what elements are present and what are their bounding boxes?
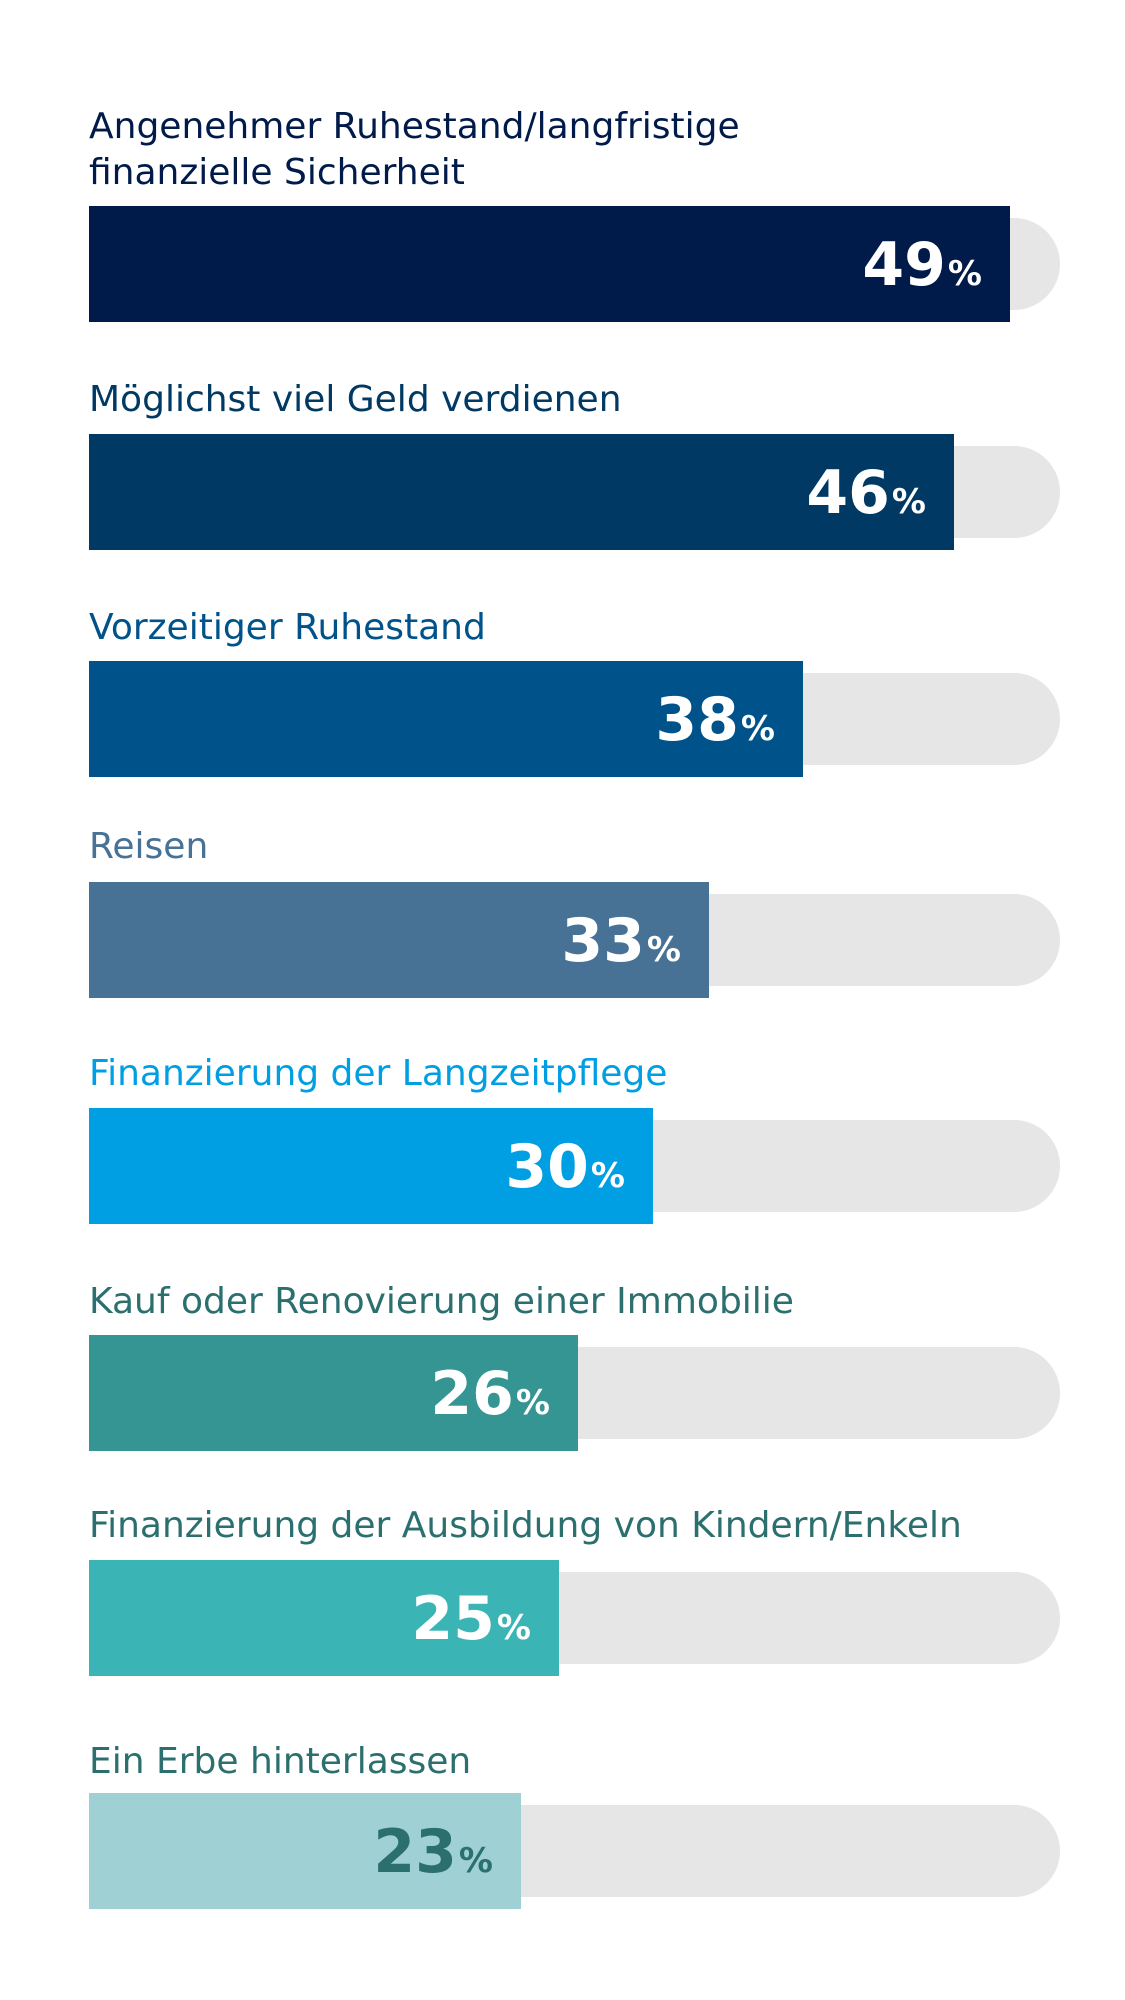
value-unit: % — [497, 1608, 531, 1648]
category-label: Vorzeitiger Ruhestand — [89, 607, 486, 648]
value-number: 46 — [806, 458, 890, 528]
bar — [89, 1793, 521, 1909]
category-label-line: Vorzeitiger Ruhestand — [89, 607, 486, 648]
bar-row: Reisen 33% — [89, 826, 1060, 998]
bar — [89, 434, 954, 550]
bar-row: Möglichst viel Geld verdienen 46% — [89, 379, 1060, 550]
category-label: Kauf oder Renovierung einer Immobilie — [89, 1281, 794, 1322]
category-label-line: finanzielle Sicherheit — [89, 152, 465, 193]
value-label: 33% — [561, 906, 681, 976]
bar — [89, 882, 709, 998]
bar — [89, 1108, 653, 1224]
value-label: 23% — [373, 1817, 493, 1887]
bar-row: Vorzeitiger Ruhestand 38% — [89, 607, 1060, 777]
category-label-line: Angenehmer Ruhestand/langfristige — [89, 106, 740, 147]
category-label-line: Kauf oder Renovierung einer Immobilie — [89, 1281, 794, 1322]
value-number: 25 — [411, 1584, 495, 1654]
value-label: 26% — [430, 1359, 550, 1429]
category-label: Finanzierung der Langzeitpflege — [89, 1053, 667, 1094]
bar-row: Ein Erbe hinterlassen 23% — [89, 1741, 1060, 1909]
category-label: Reisen — [89, 826, 208, 867]
bar-row: Kauf oder Renovierung einer Immobilie 26% — [89, 1281, 1060, 1451]
value-number: 38 — [655, 685, 739, 755]
bar-row: Angenehmer Ruhestand/langfristige finanzi… — [89, 106, 1060, 322]
value-unit: % — [591, 1156, 625, 1196]
value-number: 49 — [862, 230, 946, 300]
value-label: 46% — [806, 458, 926, 528]
value-label: 38% — [655, 685, 775, 755]
value-label: 30% — [505, 1132, 625, 1202]
value-unit: % — [892, 482, 926, 522]
value-number: 30 — [505, 1132, 589, 1202]
value-label: 49% — [862, 230, 982, 300]
category-label-line: Reisen — [89, 826, 208, 867]
value-number: 26 — [430, 1359, 514, 1429]
category-label: Angenehmer Ruhestand/langfristige finanzi… — [89, 106, 740, 193]
value-label: 25% — [411, 1584, 531, 1654]
bar — [89, 1335, 578, 1451]
value-number: 33 — [561, 906, 645, 976]
value-unit: % — [459, 1841, 493, 1881]
value-unit: % — [948, 254, 982, 294]
category-label: Möglichst viel Geld verdienen — [89, 379, 622, 420]
bar — [89, 1560, 559, 1676]
category-label-line: Finanzierung der Ausbildung von Kindern/… — [89, 1505, 962, 1546]
value-number: 23 — [373, 1817, 457, 1887]
bar — [89, 206, 1010, 322]
bar-row: Finanzierung der Ausbildung von Kindern/… — [89, 1505, 1060, 1676]
category-label-line: Finanzierung der Langzeitpflege — [89, 1053, 667, 1094]
category-label-line: Möglichst viel Geld verdienen — [89, 379, 622, 420]
value-unit: % — [516, 1383, 550, 1423]
category-label-line: Ein Erbe hinterlassen — [89, 1741, 471, 1782]
category-label: Ein Erbe hinterlassen — [89, 1741, 471, 1782]
value-unit: % — [647, 930, 681, 970]
value-unit: % — [741, 709, 775, 749]
bar — [89, 661, 803, 777]
bar-row: Finanzierung der Langzeitpflege 30% — [89, 1053, 1060, 1224]
category-label: Finanzierung der Ausbildung von Kindern/… — [89, 1505, 962, 1546]
